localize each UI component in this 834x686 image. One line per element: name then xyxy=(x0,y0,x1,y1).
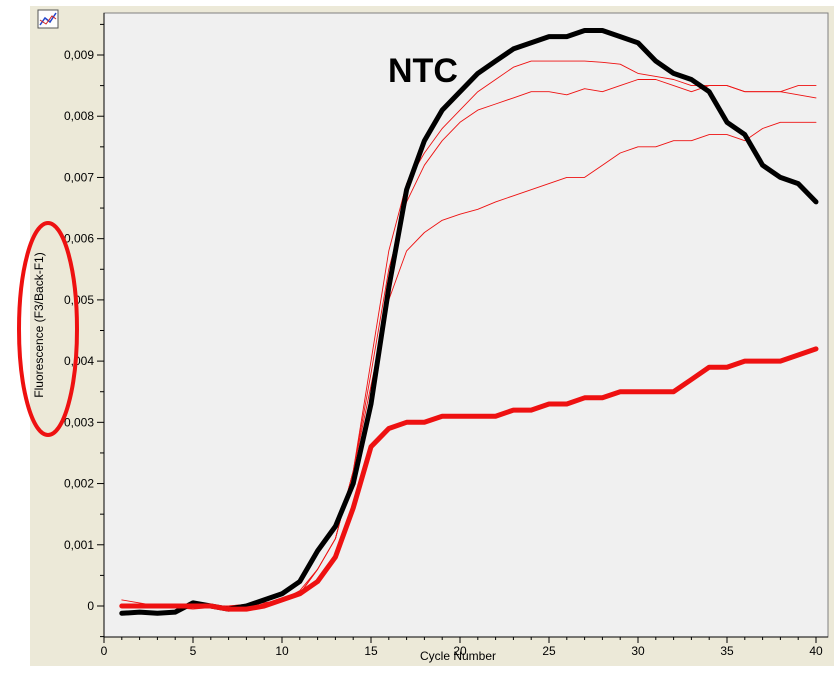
series-line-5 xyxy=(119,346,819,612)
y-axis-label-highlight-ellipse xyxy=(17,221,79,437)
y-tick-label: 0,001 xyxy=(64,538,94,552)
x-tick-label: 40 xyxy=(809,644,823,658)
x-tick-label: 25 xyxy=(542,644,556,658)
x-tick-label: 15 xyxy=(364,644,378,658)
x-tick-label: 10 xyxy=(275,644,289,658)
y-tick-label: 0,004 xyxy=(64,354,94,368)
y-tick-label: 0,003 xyxy=(64,415,94,429)
y-tick-label: 0,002 xyxy=(64,477,94,491)
chart-icon[interactable] xyxy=(37,9,59,29)
series-lines xyxy=(119,28,819,616)
axis-ticks: 0 5 10 15 20 25 30 35 40 0 0,001 0,002 0,003 0,004 0,0… xyxy=(64,23,823,658)
x-tick-label: 5 xyxy=(190,644,197,658)
y-tick-label: 0,008 xyxy=(64,109,94,123)
x-tick-label: 20 xyxy=(453,644,467,658)
x-tick-label: 35 xyxy=(720,644,734,658)
y-axis-label: Fluorescence (F3/Back-F1) xyxy=(32,252,46,397)
x-tick-label: 0 xyxy=(101,644,108,658)
x-axis-label: Cycle Number xyxy=(420,649,496,663)
y-tick-label: 0,005 xyxy=(64,293,94,307)
y-tick-label: 0,009 xyxy=(64,48,94,62)
y-tick-label: 0 xyxy=(87,599,94,613)
y-tick-label: 0,006 xyxy=(64,232,94,246)
ntc-annotation: NTC xyxy=(388,52,458,90)
x-tick-label: 30 xyxy=(631,644,645,658)
y-tick-label: 0,007 xyxy=(64,170,94,184)
plot-area xyxy=(103,12,829,638)
